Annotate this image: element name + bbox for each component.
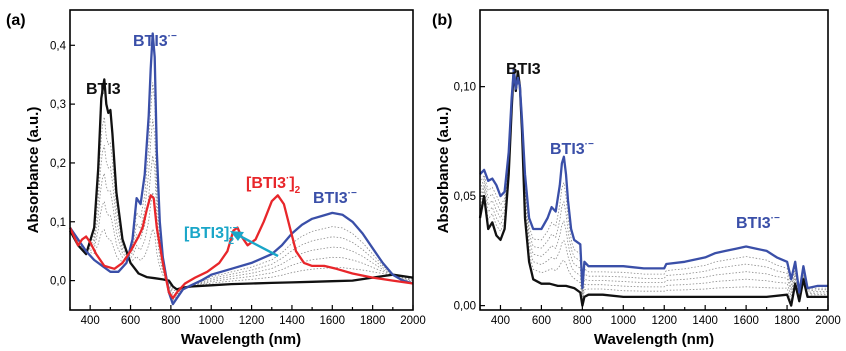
arrow-line	[235, 232, 279, 258]
arrow-annotation-a	[230, 231, 279, 258]
y-tick-label: 0,2	[50, 158, 66, 170]
x-tick-label: 1600	[733, 315, 759, 327]
x-tick-label: 1000	[610, 315, 636, 327]
y-tick-label: 0,10	[454, 82, 476, 94]
x-tick-label: 1800	[774, 315, 800, 327]
series-line-black	[68, 78, 414, 291]
series-line-blue	[69, 32, 414, 306]
y-axis-title-a: Absorbance (a.u.)	[25, 107, 42, 234]
plot-frame	[69, 9, 414, 311]
x-tick-label: 2000	[400, 315, 426, 327]
intermediate-curve	[479, 78, 828, 295]
dotted-intermediate-curves-b	[479, 78, 828, 303]
intermediate-curve	[479, 78, 828, 300]
label-bti3-a: BTI3	[86, 81, 121, 98]
y-tick-label: 0,1	[50, 217, 66, 229]
x-tick-label: 600	[121, 315, 140, 327]
axes-a: 400 600 800 1000 1200 1400 1600 1800 2000 0,0 0,1 0…	[50, 9, 426, 327]
panel-label-a: (a)	[6, 12, 26, 29]
label-dimer-cyan-a: [BTI3]·− 2	[184, 223, 239, 247]
x-tick-label: 1400	[692, 315, 718, 327]
x-tick-label: 1200	[239, 315, 265, 327]
intermediate-curve	[69, 145, 414, 293]
x-tick-label: 1800	[360, 315, 386, 327]
y-tick-label: 0,3	[50, 99, 66, 111]
x-tick-label: 1000	[198, 315, 224, 327]
chart-panel-a: 400 600 800 1000 1200 1400 1600 1800 2000 0,0 0,1 0…	[25, 9, 426, 348]
y-tick-label: 0,05	[454, 191, 476, 203]
x-tick-label: 600	[532, 315, 551, 327]
x-tick-label: 800	[161, 315, 180, 327]
arrow-head	[230, 231, 244, 241]
intermediate-curve	[479, 78, 828, 297]
chart-panel-b: 400 600 800 1000 1200 1400 1600 1800 2000 0,00 0,0…	[435, 9, 841, 348]
intermediate-curve	[69, 119, 414, 299]
x-tick-label: 400	[81, 315, 100, 327]
label-bti3-b: BTI3	[506, 61, 541, 78]
x-axis-title-a: Wavelength (nm)	[181, 331, 301, 348]
series-line-blue	[479, 67, 828, 294]
y-tick-label: 0,4	[50, 40, 67, 52]
x-tick-label: 1600	[319, 315, 345, 327]
y-tick-label: 0,0	[50, 276, 66, 288]
x-tick-label: 2000	[815, 315, 841, 327]
x-tick-label: 1400	[279, 315, 305, 327]
plot-frame	[479, 9, 829, 311]
series-group-a	[68, 32, 414, 306]
series-group-b	[478, 67, 828, 307]
panel-label-b: (b)	[432, 12, 452, 29]
x-tick-label: 800	[573, 315, 592, 327]
axes-b: 400 600 800 1000 1200 1400 1600 1800 2000 0,00 0,0…	[454, 9, 841, 327]
label-bti3-radical-b: BTI3·−	[550, 139, 594, 158]
y-tick-label: 0,00	[454, 301, 476, 313]
label-bti3-radical2-a: BTI3·−	[313, 188, 357, 207]
label-bti3-radical2-b: BTI3·−	[736, 213, 780, 232]
series-line-red	[68, 194, 414, 300]
label-bti3-radical-a: BTI3·−	[133, 31, 177, 50]
x-tick-label: 1200	[651, 315, 677, 327]
intermediate-curve	[69, 82, 414, 302]
intermediate-curve	[479, 78, 828, 303]
x-tick-label: 400	[491, 315, 510, 327]
intermediate-curve	[479, 78, 828, 296]
x-axis-title-b: Wavelength (nm)	[594, 331, 714, 348]
label-dimer-red-a: [BTI3·]2	[246, 173, 301, 196]
y-axis-title-b: Absorbance (a.u.)	[435, 107, 452, 234]
series-line-black	[478, 67, 828, 307]
